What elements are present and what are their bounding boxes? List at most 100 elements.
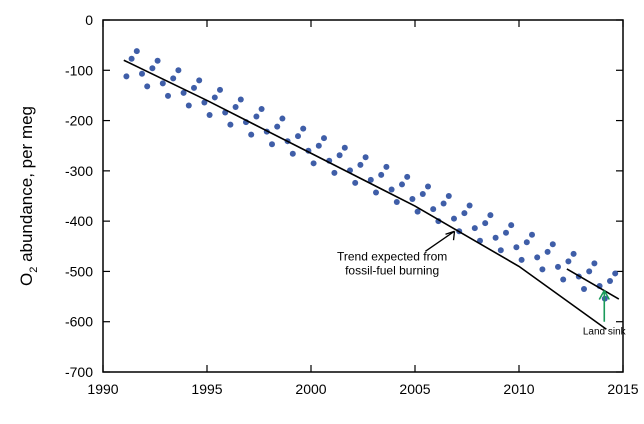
data-point — [482, 220, 489, 227]
data-point — [461, 210, 468, 217]
data-point — [227, 121, 234, 128]
data-point — [310, 160, 317, 167]
data-point — [159, 80, 166, 87]
data-point — [612, 270, 619, 277]
data-point — [393, 199, 400, 206]
data-point — [139, 70, 145, 77]
x-tick-label: 2010 — [503, 381, 534, 397]
x-tick-label: 2005 — [399, 381, 430, 397]
y-tick-label: -200 — [65, 113, 93, 129]
data-point — [383, 163, 390, 170]
data-point — [253, 113, 260, 120]
data-point — [492, 234, 499, 241]
data-point — [201, 99, 208, 106]
data-point — [544, 248, 551, 255]
data-point — [549, 241, 556, 248]
data-point — [154, 57, 161, 64]
data-point — [581, 286, 587, 293]
trend-line — [123, 59, 607, 330]
data-point — [445, 193, 452, 199]
data-point — [165, 92, 171, 99]
data-point — [534, 254, 541, 261]
annotation: Land sink — [583, 326, 627, 337]
data-point — [388, 186, 395, 193]
data-point — [497, 247, 504, 254]
y-tick-label: -600 — [65, 314, 93, 330]
data-point — [144, 83, 151, 90]
x-tick-label: 2000 — [295, 381, 326, 397]
x-tick-label: 1995 — [191, 381, 222, 397]
data-point — [217, 86, 223, 93]
y-tick-label: -300 — [65, 163, 93, 179]
data-point — [378, 171, 385, 178]
data-point — [196, 77, 203, 84]
annotation: Trend expected from — [337, 249, 447, 263]
plot-frame — [102, 19, 624, 373]
data-point — [419, 190, 426, 197]
data-point — [321, 135, 327, 142]
x-tick-label: 1990 — [87, 381, 118, 397]
data-point — [341, 144, 348, 151]
data-point — [539, 266, 546, 273]
data-point — [232, 103, 239, 110]
trend-line — [566, 268, 620, 300]
data-point — [466, 202, 473, 209]
data-point — [336, 152, 343, 159]
data-point — [508, 222, 515, 229]
data-point — [123, 73, 130, 80]
data-point — [357, 161, 364, 168]
data-point — [248, 131, 255, 138]
data-point — [430, 206, 437, 213]
data-point — [133, 48, 140, 55]
data-point — [503, 229, 509, 236]
y-tick-label: -500 — [65, 263, 93, 279]
data-point — [487, 212, 494, 219]
annotation: fossil-fuel burning — [345, 263, 439, 277]
data-point — [555, 263, 561, 270]
data-point — [149, 65, 156, 72]
data-point — [565, 258, 572, 265]
data-point — [269, 141, 275, 148]
x-tick-label: 2015 — [607, 381, 638, 397]
data-point — [404, 173, 411, 180]
data-point — [529, 231, 535, 238]
y-tick-label: -700 — [65, 364, 93, 380]
data-point — [425, 183, 431, 190]
data-point — [170, 75, 177, 82]
data-point — [591, 260, 598, 267]
data-point — [295, 133, 301, 140]
data-point — [237, 96, 244, 103]
data-point — [518, 256, 525, 263]
data-point — [471, 225, 478, 232]
data-point — [513, 244, 520, 251]
data-point — [440, 200, 447, 207]
data-point — [206, 112, 213, 119]
arrow — [425, 230, 456, 252]
data-point — [315, 142, 322, 149]
data-point — [409, 196, 416, 203]
data-point — [523, 239, 530, 246]
data-point — [414, 208, 421, 215]
data-point — [352, 179, 359, 186]
data-point — [128, 55, 135, 62]
data-point — [362, 154, 369, 161]
arrow — [598, 290, 610, 322]
data-point — [279, 115, 286, 122]
data-point — [373, 189, 379, 196]
data-point — [399, 181, 405, 188]
data-point — [560, 276, 567, 283]
y-tick-label: -400 — [65, 213, 93, 229]
data-point — [258, 106, 265, 113]
y-tick-label: 0 — [85, 12, 93, 28]
y-tick-label: -100 — [65, 62, 93, 78]
data-point — [274, 123, 281, 130]
data-point — [185, 102, 192, 109]
data-point — [331, 169, 338, 176]
data-point — [289, 150, 296, 157]
data-point — [180, 89, 187, 96]
data-point — [211, 94, 218, 101]
data-point — [191, 84, 197, 91]
y-axis-label: O2 abundance, per meg — [17, 106, 40, 286]
data-point — [586, 268, 593, 275]
